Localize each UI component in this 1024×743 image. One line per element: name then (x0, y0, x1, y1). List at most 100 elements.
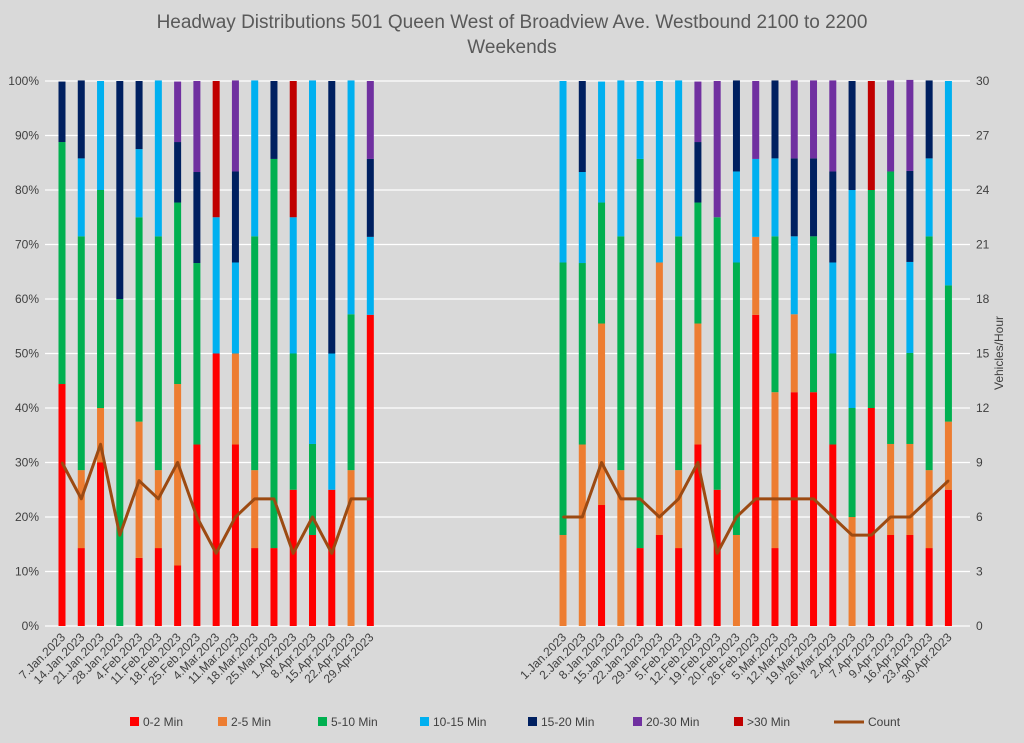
count-point (870, 534, 873, 537)
bar-segment (154, 470, 162, 549)
bar-segment (829, 353, 837, 445)
bar-segment (771, 548, 779, 626)
bar-segment (694, 142, 702, 203)
bar-segment (270, 158, 278, 549)
count-point (851, 534, 854, 537)
bar-segment (116, 81, 124, 299)
legend-label: 0-2 Min (143, 715, 183, 729)
bar-segment (944, 489, 952, 626)
bar-segment (309, 443, 317, 535)
count-point (118, 534, 121, 537)
bar-segment (771, 392, 779, 549)
count-point (581, 516, 584, 518)
bar-segment (790, 392, 798, 626)
bar-segment (810, 80, 818, 159)
bar-segment (309, 534, 317, 626)
bar-segment (790, 158, 798, 237)
bar-segment (58, 384, 66, 626)
bar-segment (270, 81, 278, 159)
bar-segment (810, 392, 818, 626)
bar-segment (694, 444, 702, 626)
bar-segment (636, 548, 644, 626)
bar-segment (366, 81, 374, 159)
count-point (639, 497, 642, 500)
y-tick-label: 70% (15, 238, 39, 252)
y2-tick-label: 3 (976, 565, 983, 579)
bar-segment (270, 548, 278, 626)
y2-tick-label: 6 (976, 510, 983, 524)
bar-segment (116, 299, 124, 626)
bar-segment (790, 314, 798, 393)
bar-segment (77, 236, 85, 471)
bar-segment (578, 81, 586, 173)
bar-segment (944, 421, 952, 490)
bar-segment (752, 158, 760, 237)
bar-segment (636, 81, 644, 159)
y-tick-label: 10% (15, 565, 39, 579)
bar-segment (752, 81, 760, 159)
bar-segment (578, 172, 586, 264)
bar-segment (655, 262, 663, 535)
y-tick-label: 20% (15, 510, 39, 524)
y2-tick-label: 18 (976, 292, 990, 306)
bar-segment (829, 80, 837, 172)
bar-segment (135, 149, 143, 218)
legend-label: Count (868, 715, 901, 729)
bar-segment (559, 81, 567, 263)
y-tick-label: 50% (15, 347, 39, 361)
bar-segment (231, 171, 239, 263)
bar-segment (154, 80, 162, 237)
count-point (908, 516, 911, 518)
count-point (735, 516, 738, 518)
bar-segment (867, 81, 875, 190)
bar-segment (829, 262, 837, 354)
bar-segment (790, 236, 798, 315)
bar-segment (598, 323, 606, 506)
bar-segment (906, 170, 914, 262)
count-point (234, 516, 237, 518)
bar-segment (867, 190, 875, 408)
bar-segment (212, 353, 220, 626)
legend-swatch (633, 717, 642, 726)
bar-segment (713, 217, 721, 490)
bar-segment (752, 314, 760, 626)
bar-segment (97, 462, 105, 626)
bar-segment (713, 489, 721, 626)
bar-segment (732, 534, 740, 626)
y2-tick-label: 15 (976, 347, 990, 361)
legend-swatch (420, 717, 429, 726)
bar-segment (251, 80, 259, 237)
bar-segment (925, 158, 933, 237)
count-point (195, 516, 198, 518)
y2-axis-label: Vehicles/Hour (992, 316, 1006, 390)
bar-segment (251, 236, 259, 471)
count-point (369, 497, 372, 500)
bar-segment (366, 158, 374, 237)
count-point (947, 479, 950, 482)
bar-segment (617, 236, 625, 471)
legend-label: 20-30 Min (646, 715, 699, 729)
bar-segment (925, 80, 933, 159)
count-point (215, 552, 218, 555)
bar-segment (887, 171, 895, 444)
count-point (80, 497, 83, 500)
bar-segment (810, 158, 818, 237)
legend-swatch (734, 717, 743, 726)
bar-segment (174, 81, 182, 143)
bar-segment (906, 443, 914, 535)
bar-segment (251, 548, 259, 626)
y-tick-label: 60% (15, 292, 39, 306)
bar-segment (732, 262, 740, 535)
count-point (292, 552, 295, 555)
bar-segment (771, 158, 779, 237)
bar-segment (925, 470, 933, 549)
bar-segment (212, 217, 220, 354)
bar-segment (694, 81, 702, 143)
y2-tick-label: 24 (976, 183, 990, 197)
bar-segment (328, 353, 336, 490)
bar-segment (887, 80, 895, 172)
legend-label: >30 Min (747, 715, 790, 729)
bar-segment (598, 81, 606, 203)
count-point (562, 516, 565, 518)
